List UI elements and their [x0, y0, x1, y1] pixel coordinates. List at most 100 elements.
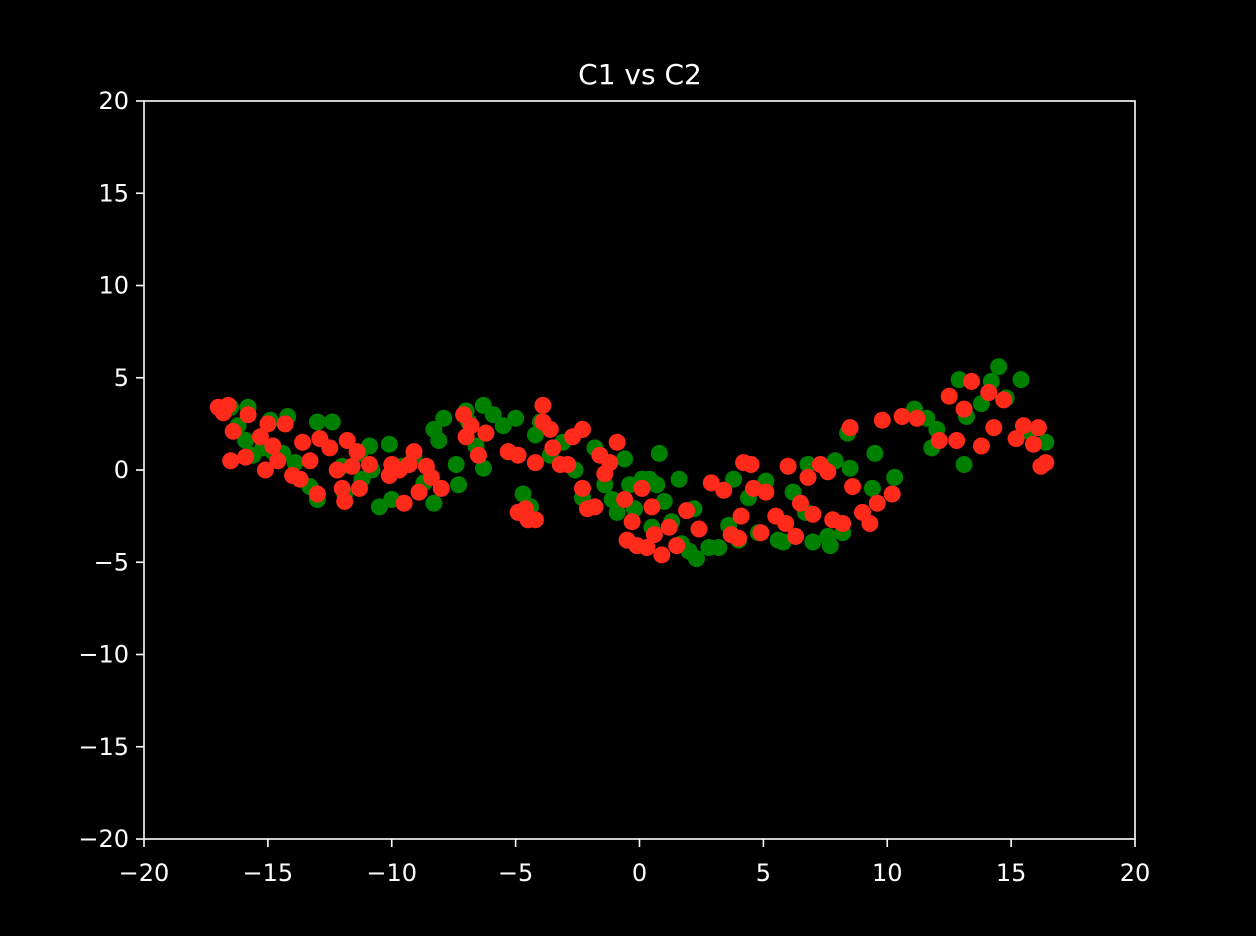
point-s1-23	[338, 432, 356, 449]
point-s1-92	[792, 494, 809, 512]
point-s0-103	[1012, 371, 1030, 389]
point-s1-94	[804, 505, 822, 523]
point-s1-32	[400, 456, 418, 473]
y-tick-label: 20	[98, 87, 129, 115]
point-s1-16	[301, 452, 319, 470]
point-s1-2	[219, 396, 237, 414]
point-s1-69	[633, 479, 651, 497]
point-s1-122	[1037, 454, 1055, 472]
point-s0-72	[725, 470, 743, 488]
point-s0-3	[237, 432, 255, 449]
point-s1-50	[534, 396, 552, 414]
point-s1-99	[841, 419, 859, 437]
point-s0-38	[474, 459, 492, 477]
point-s1-64	[608, 433, 626, 451]
point-s1-44	[509, 446, 527, 464]
point-s1-53	[544, 439, 562, 457]
x-tick-label: −10	[366, 859, 417, 887]
point-s1-5	[237, 448, 255, 466]
point-s1-114	[980, 384, 998, 401]
point-s1-14	[291, 470, 309, 488]
point-s1-48	[526, 511, 544, 529]
chart-title: C1 vs C2	[578, 58, 702, 91]
y-tick-label: 0	[114, 456, 129, 484]
point-s0-52	[603, 491, 621, 508]
point-s0-81	[799, 456, 817, 473]
point-s1-116	[995, 391, 1013, 409]
point-s1-76	[678, 502, 696, 520]
point-s0-30	[435, 409, 453, 427]
point-s1-36	[422, 468, 440, 486]
point-s0-10	[286, 454, 304, 472]
point-s1-96	[819, 463, 837, 481]
point-s0-90	[866, 444, 884, 462]
point-s1-117	[1007, 430, 1025, 448]
point-s1-78	[702, 474, 720, 492]
point-s1-12	[276, 415, 294, 433]
point-s0-96	[950, 371, 968, 389]
points-layer	[209, 358, 1055, 568]
y-axis: −20 −15 −10 −5 0 5 10 15 20	[78, 87, 144, 853]
point-s1-73	[653, 546, 671, 564]
point-s0-60	[648, 476, 666, 494]
point-s1-20	[328, 461, 346, 479]
point-s1-113	[972, 437, 990, 455]
point-s1-58	[574, 479, 591, 497]
point-s1-108	[930, 432, 948, 449]
point-s0-70	[710, 539, 728, 556]
point-s1-22	[336, 492, 354, 510]
point-s1-49	[526, 454, 544, 472]
point-s1-87	[757, 483, 775, 501]
x-tick-label: 10	[872, 859, 903, 887]
point-s1-103	[868, 494, 886, 512]
point-s0-29	[430, 432, 448, 449]
point-s0-89	[863, 479, 881, 497]
point-s0-27	[425, 494, 443, 512]
point-s1-110	[948, 432, 966, 449]
point-s1-71	[643, 498, 661, 516]
point-s1-8	[256, 461, 274, 479]
point-s1-105	[883, 485, 901, 503]
point-s1-41	[470, 446, 487, 464]
point-s1-4	[222, 452, 240, 470]
point-s0-31	[447, 456, 465, 473]
y-tick-label: 10	[98, 272, 129, 300]
point-s0-91	[886, 468, 904, 486]
point-s1-82	[732, 507, 750, 525]
point-s1-100	[844, 478, 862, 496]
point-s1-37	[432, 479, 450, 497]
point-s0-54	[616, 450, 634, 468]
point-s1-77	[690, 520, 708, 538]
point-s1-72	[645, 526, 663, 544]
point-s1-89	[777, 515, 795, 532]
point-s1-6	[239, 406, 257, 424]
point-s1-60	[586, 498, 604, 516]
point-s1-98	[834, 515, 852, 532]
y-tick-label: −20	[78, 825, 129, 853]
point-s1-10	[264, 437, 282, 455]
point-s1-33	[405, 443, 423, 461]
x-tick-label: 15	[996, 859, 1027, 887]
point-s0-44	[526, 426, 544, 444]
x-tick-label: −5	[498, 859, 533, 887]
point-s0-88	[841, 459, 859, 477]
point-s1-27	[361, 456, 378, 473]
point-s1-91	[787, 527, 805, 545]
x-axis: −20 −15 −10 −5 0 5 10 15 20	[119, 839, 1150, 887]
y-tick-label: −5	[94, 548, 129, 576]
point-s0-68	[688, 550, 705, 568]
point-s0-101	[990, 358, 1008, 376]
point-s0-21	[370, 498, 388, 516]
point-s1-63	[601, 454, 619, 472]
x-tick-label: 5	[756, 859, 771, 887]
point-s0-61	[650, 444, 668, 462]
point-s1-11	[269, 452, 287, 470]
point-s1-3	[224, 422, 242, 440]
x-tick-label: −15	[243, 859, 294, 887]
point-s1-21	[333, 479, 351, 497]
point-s1-24	[343, 457, 361, 475]
point-s1-81	[730, 529, 748, 547]
point-s1-55	[559, 456, 577, 473]
y-tick-label: −15	[78, 733, 129, 761]
